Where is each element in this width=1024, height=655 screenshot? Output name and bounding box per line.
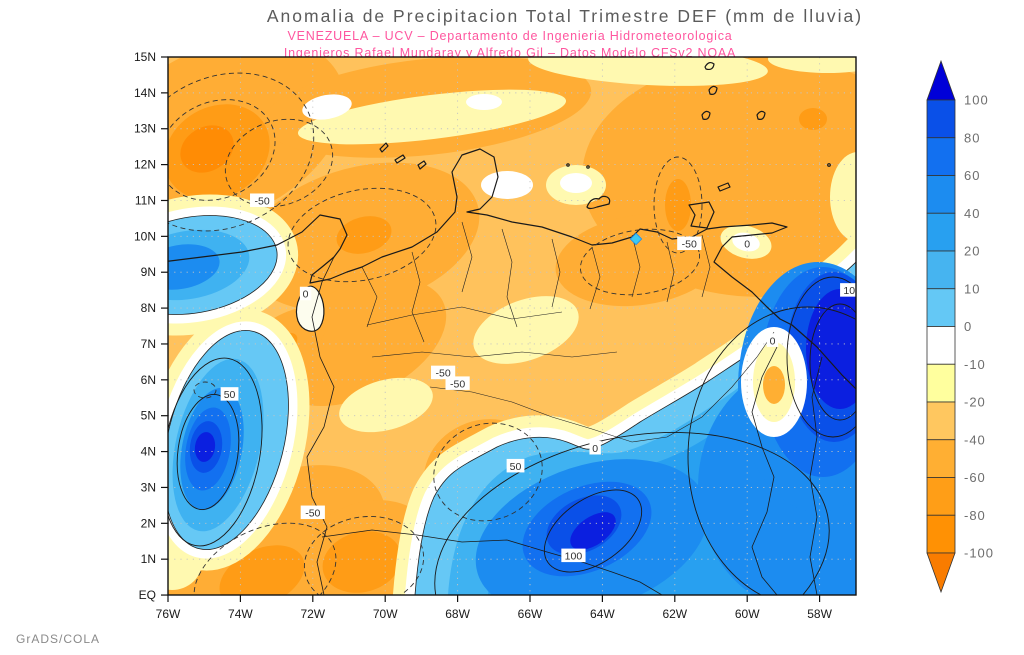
lon-tick-label: 58W — [807, 607, 832, 621]
lon-tick-label: 74W — [228, 607, 253, 621]
colorbar-segment — [927, 402, 955, 440]
lat-tick-label: 7N — [141, 337, 156, 351]
contour-label: 100 — [565, 551, 583, 563]
longitude-axis: 76W 74W 72W 70W 68W 66W 64W 62W 60W 58W — [156, 595, 833, 621]
colorbar-tick-label: -20 — [964, 395, 986, 410]
colorbar-segment — [927, 289, 955, 327]
contour-label: -50 — [450, 378, 465, 390]
map-fill-layers: -500-50-505050-50-50000100100 — [120, 45, 880, 645]
colorbar-tick-label: 20 — [964, 244, 980, 259]
contour-label: 100 — [843, 285, 861, 297]
contour-label: 0 — [592, 443, 598, 455]
lon-tick-label: 60W — [735, 607, 760, 621]
colorbar-segment — [927, 364, 955, 402]
lat-tick-label: 8N — [141, 301, 156, 315]
colorbar-segment — [927, 515, 955, 553]
contour-label: 0 — [770, 335, 776, 347]
contour-label: 50 — [510, 461, 522, 473]
grads-anomaly-chart: Anomalia de Precipitacion Total Trimestr… — [0, 0, 1024, 655]
colorbar-segment — [927, 100, 955, 138]
contour-label: 50 — [224, 389, 236, 401]
lon-tick-label: 72W — [300, 607, 325, 621]
lat-tick-label: 13N — [134, 122, 156, 136]
lat-tick-label: 14N — [134, 86, 156, 100]
contour-label: 0 — [303, 289, 309, 301]
lat-tick-label: 12N — [134, 158, 156, 172]
lat-tick-label: 2N — [141, 516, 156, 530]
colorbar-segment — [927, 138, 955, 176]
page-title: Anomalia de Precipitacion Total Trimestr… — [115, 6, 1015, 27]
colorbar-arrow-top — [927, 61, 955, 100]
colorbar-tick-label: 80 — [964, 130, 980, 145]
latitude-axis: 15N 14N 13N 12N 11N 10N 9N 8N 7N 6N 5N 4N 3N 2N 1N EQ — [134, 50, 168, 602]
anomaly-map: -500-50-505050-50-50000100100 15N14N13N1… — [120, 45, 880, 645]
colorbar-segment — [927, 478, 955, 516]
lon-tick-label: 70W — [373, 607, 398, 621]
contour-label: -50 — [305, 508, 320, 520]
lat-tick-label: 5N — [141, 409, 156, 423]
colorbar-tick-label: -80 — [964, 508, 986, 523]
colorbar-tick-label: 100 — [964, 93, 989, 108]
contour-label: 0 — [744, 239, 750, 251]
contour-label: -50 — [682, 239, 697, 251]
lat-tick-label: 11N — [135, 193, 156, 207]
colorbar-tick-label: 40 — [964, 206, 980, 221]
lon-tick-label: 62W — [662, 607, 687, 621]
colorbar-segment — [927, 251, 955, 289]
colorbar-segment — [927, 176, 955, 214]
subtitle-line-1: VENEZUELA – UCV – Departamento de Ingeni… — [60, 29, 960, 43]
lon-tick-label: 64W — [590, 607, 615, 621]
colorbar: 10080604020100-10-20-40-60-80-100 — [920, 55, 1024, 600]
lat-tick-label: 10N — [134, 229, 156, 243]
contour-label: -50 — [255, 195, 270, 207]
colorbar-segment — [927, 327, 955, 365]
lat-tick-label: EQ — [139, 588, 156, 602]
grads-credit: GrADS/COLA — [16, 632, 100, 646]
lat-tick-label: 9N — [141, 265, 156, 279]
lon-tick-label: 68W — [445, 607, 470, 621]
colorbar-tick-label: -10 — [964, 357, 986, 372]
lon-tick-label: 66W — [518, 607, 543, 621]
colorbar-tick-label: 0 — [964, 319, 972, 334]
colorbar-arrow-bottom — [927, 553, 955, 592]
lat-tick-label: 15N — [134, 50, 156, 64]
colorbar-body: 10080604020100-10-20-40-60-80-100 — [927, 61, 994, 592]
lat-tick-label: 3N — [141, 480, 156, 494]
colorbar-segment — [927, 440, 955, 478]
colorbar-tick-label: 10 — [964, 281, 980, 296]
lat-tick-label: 6N — [141, 373, 156, 387]
colorbar-tick-label: -100 — [964, 546, 994, 561]
colorbar-tick-label: -60 — [964, 470, 986, 485]
lat-tick-label: 1N — [141, 552, 156, 566]
colorbar-tick-label: -40 — [964, 432, 986, 447]
lon-tick-label: 76W — [156, 607, 181, 621]
colorbar-segment — [927, 213, 955, 251]
colorbar-tick-label: 60 — [964, 168, 980, 183]
lat-tick-label: 4N — [141, 445, 156, 459]
